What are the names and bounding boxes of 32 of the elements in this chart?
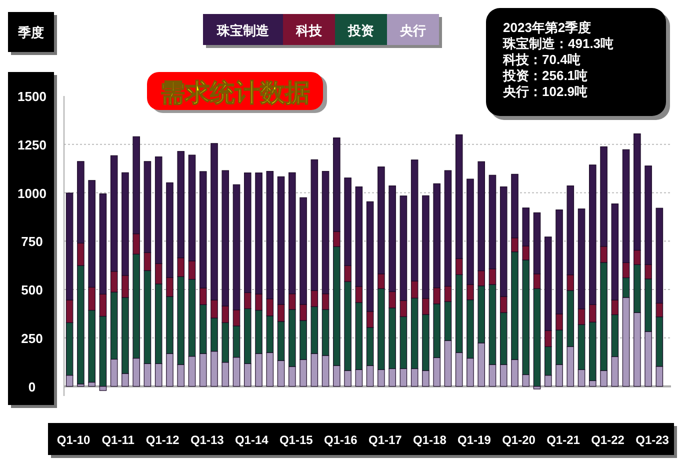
ytick: 250 xyxy=(21,330,43,346)
ytick: 750 xyxy=(21,234,43,250)
x-tick-label: Q1-16 xyxy=(324,433,358,447)
text: 央行 xyxy=(399,23,426,38)
text: 投资 xyxy=(347,23,374,38)
chart-title: 需求统计数据 xyxy=(160,79,310,107)
x-tick-label: Q1-17 xyxy=(368,433,402,447)
ytick: 1000 xyxy=(18,186,46,201)
text: 科技 xyxy=(295,23,323,38)
x-tick-label: Q1-21 xyxy=(546,433,580,447)
annotation: 央行：102.9吨 xyxy=(502,84,588,99)
x-tick-label: Q1-19 xyxy=(458,433,492,447)
text: 科技：70.4吨 xyxy=(502,52,580,67)
text: 投资：256.1吨 xyxy=(502,68,588,83)
x-tick-label: Q1-13 xyxy=(190,433,224,447)
x-tick-label: Q1-10 xyxy=(56,433,91,447)
x-tick-label: Q1-14 xyxy=(234,433,269,447)
x-tick-label: Q1-18 xyxy=(413,433,447,447)
x-tick-label: Q1-12 xyxy=(146,433,180,447)
ytick: 0 xyxy=(28,379,36,394)
text: 2023年第2季度 xyxy=(503,20,592,35)
x-tick-label: Q1-11 xyxy=(102,433,135,447)
ytick: 1250 xyxy=(18,137,46,152)
x-tick-label: Q1-22 xyxy=(591,433,625,447)
ytick: 500 xyxy=(21,282,43,298)
x-axis-title: 季度 xyxy=(17,25,44,40)
x-tick-label: Q1-15 xyxy=(279,433,314,447)
x-tick-label: Q1-23 xyxy=(636,433,670,447)
text: 珠宝制造 xyxy=(216,23,270,38)
text: 珠宝制造：491.3吨 xyxy=(502,36,614,51)
x-tick-label: Q1-20 xyxy=(502,433,536,447)
ytick: 1500 xyxy=(18,89,46,104)
